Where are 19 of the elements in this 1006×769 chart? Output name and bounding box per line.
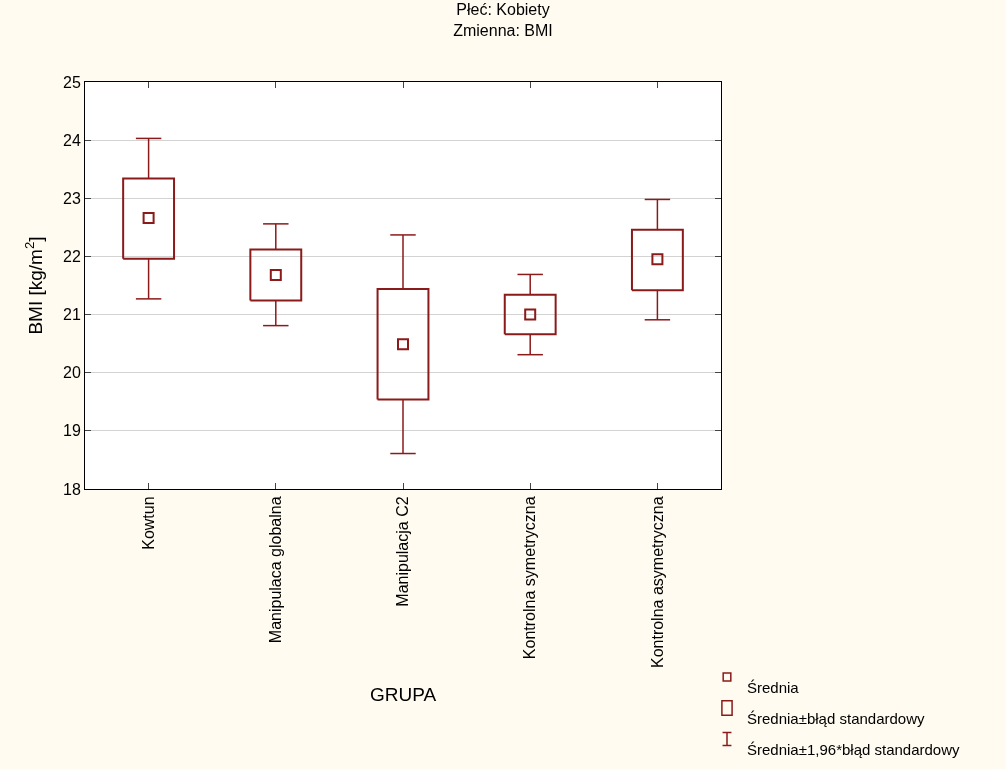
x-tick-label: Kontrolna asymetryczna <box>648 496 666 669</box>
x-axis-title: GRUPA <box>369 683 437 705</box>
x-tick-label: Manipulaca globalna <box>267 496 284 644</box>
y-tick-label: 21 <box>63 306 81 324</box>
y-tick-label: 22 <box>63 248 81 266</box>
chart-subtitle: Zmienna: BMI <box>453 22 553 40</box>
text: Średnia <box>747 679 800 696</box>
y-tick-label: 25 <box>63 73 81 91</box>
y-tick-label: 23 <box>63 189 81 207</box>
text: Średnia±błąd standardowy <box>747 710 926 727</box>
y-tick-label: 20 <box>63 364 81 382</box>
y-tick-label: 24 <box>63 131 81 149</box>
x-tick-label: Kowtun <box>139 496 157 550</box>
text: Średnia±1,96*błąd standardowy <box>747 741 961 758</box>
x-tick-label: Kontrolna symetryczna <box>521 496 539 660</box>
chart-title: Płeć: Kobiety <box>456 1 550 19</box>
x-tick-label: Manipulacja C2 <box>394 496 412 607</box>
y-tick-label: 19 <box>63 422 81 440</box>
y-tick-label: 18 <box>63 480 81 498</box>
